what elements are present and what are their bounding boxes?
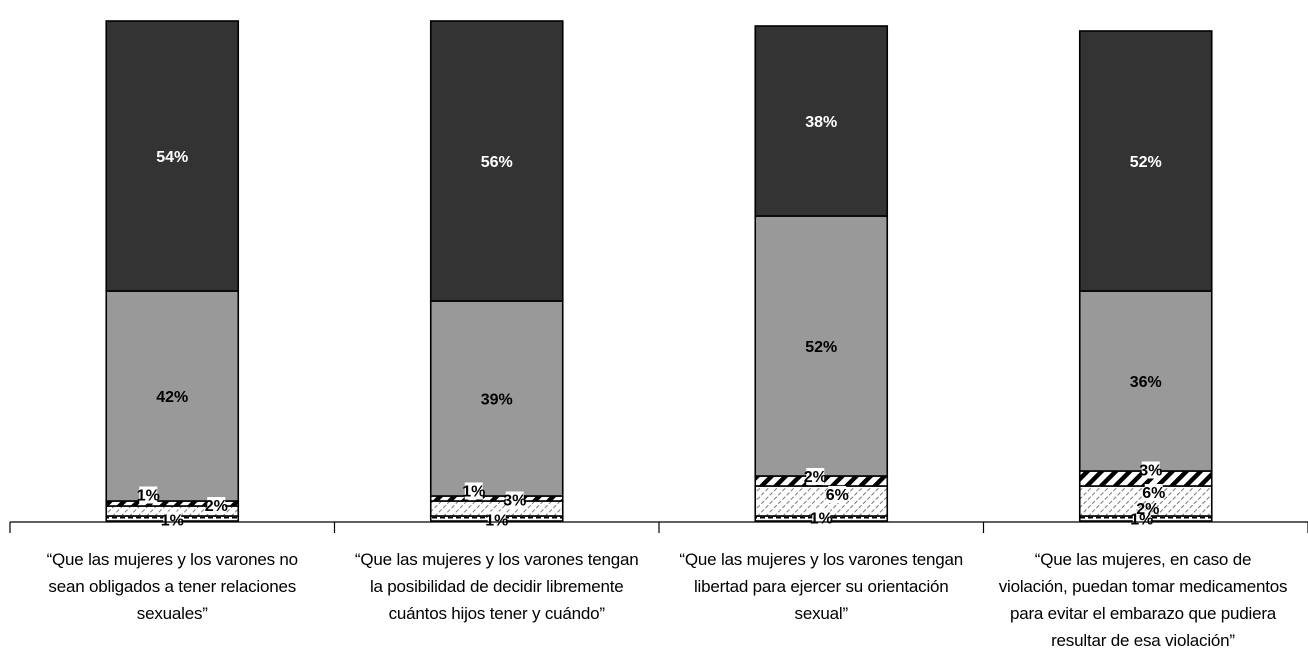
x-tick-label: “Que las mujeres y los varones tengan la…	[354, 550, 639, 623]
label-backdrop	[464, 482, 483, 500]
data-label: 1%	[137, 488, 160, 505]
label-backdrop	[207, 497, 226, 514]
data-label: 3%	[1139, 463, 1162, 480]
data-label: 38%	[805, 114, 837, 131]
bars-layer	[105, 20, 1213, 522]
label-backdrop	[806, 468, 825, 485]
bar-segment	[1078, 30, 1213, 292]
data-label: 3%	[503, 493, 526, 510]
x-tick-label: “Que las mujeres y los varones no sean o…	[46, 550, 299, 623]
data-label: 56%	[481, 154, 513, 171]
data-label: 1%	[810, 511, 833, 528]
data-label: 36%	[1130, 374, 1162, 391]
data-label: 52%	[1130, 154, 1162, 171]
bar-segment	[429, 20, 564, 302]
data-label: 54%	[156, 149, 188, 166]
x-tick-label: “Que las mujeres, en caso de violación, …	[998, 550, 1288, 650]
data-label: 2%	[1136, 501, 1159, 518]
bar-segment	[754, 25, 889, 217]
bar-segment	[105, 290, 240, 502]
data-label: 52%	[805, 339, 837, 356]
data-label: 6%	[1142, 485, 1165, 502]
data-label: 1%	[161, 513, 184, 530]
label-backdrop	[828, 486, 847, 503]
data-label: 1%	[462, 484, 485, 501]
data-label: 2%	[804, 469, 827, 486]
x-axis-layer	[9, 521, 1308, 533]
data-labels-layer: 1%2%1%42%54%1%3%1%39%56%1%6%2%52%38%1%6%…	[137, 114, 1166, 530]
data-label: 42%	[156, 389, 188, 406]
data-label: 6%	[826, 487, 849, 504]
label-backdrop	[1132, 510, 1151, 528]
data-label: 39%	[481, 392, 513, 409]
label-backdrop	[139, 486, 158, 504]
bar-segment	[754, 215, 889, 477]
x-tick-label: “Que las mujeres y los varones tengan li…	[679, 550, 964, 623]
data-label: 2%	[205, 498, 228, 515]
bar-segment	[429, 300, 564, 497]
label-backdrop	[163, 511, 182, 529]
label-backdrop	[1141, 461, 1160, 479]
bar-segment	[1078, 290, 1213, 472]
bar-segment	[105, 20, 240, 292]
label-backdrop	[487, 511, 506, 529]
label-backdrop	[1144, 484, 1163, 501]
data-label: 1%	[485, 513, 508, 530]
data-label: 1%	[1130, 512, 1153, 529]
label-backdrop	[505, 491, 524, 509]
